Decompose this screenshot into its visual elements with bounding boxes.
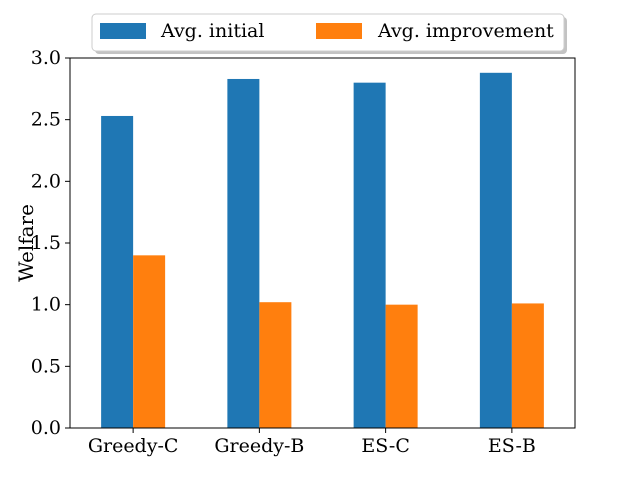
- x-tick-label-greedy-b: Greedy-B: [214, 435, 304, 457]
- bar-es-c-avg-initial: [353, 82, 386, 429]
- bar-greedy-c-avg-improvement: [133, 255, 166, 428]
- bar-greedy-b-avg-initial: [227, 78, 260, 428]
- x-tick-label-es-c: ES-C: [361, 435, 410, 457]
- bar-es-c-avg-improvement: [385, 304, 418, 428]
- y-tick-label: 0.0: [31, 417, 61, 439]
- bar-greedy-b-avg-improvement: [259, 302, 292, 428]
- x-axis: Greedy-C Greedy-B ES-C ES-B: [88, 428, 536, 457]
- y-tick-label: 0.5: [31, 355, 61, 377]
- y-tick-label: 2.0: [31, 170, 61, 192]
- y-tick-label: 2.5: [31, 109, 61, 131]
- bar-greedy-c-avg-initial: [101, 115, 134, 428]
- legend-label-avg-initial: Avg. initial: [160, 20, 264, 42]
- legend-swatch-avg-initial: [100, 23, 146, 39]
- x-tick-label-es-b: ES-B: [488, 435, 536, 457]
- y-tick-label: 1.0: [31, 294, 61, 316]
- y-tick-label: 1.5: [31, 232, 61, 254]
- y-axis-label: Welfare: [14, 204, 38, 282]
- legend: Avg. initial Avg. improvement: [91, 13, 567, 54]
- bars-group: [101, 72, 544, 429]
- legend-label-avg-improvement: Avg. improvement: [377, 20, 554, 42]
- bar-es-b-avg-initial: [479, 72, 512, 429]
- y-tick-label: 3.0: [31, 47, 61, 69]
- y-axis: 0.0 0.5 1.0 1.5 2.0 2.5 3.0: [31, 47, 70, 439]
- x-tick-label-greedy-c: Greedy-C: [88, 435, 179, 457]
- bar-es-b-avg-improvement: [511, 303, 544, 428]
- legend-swatch-avg-improvement: [316, 23, 362, 39]
